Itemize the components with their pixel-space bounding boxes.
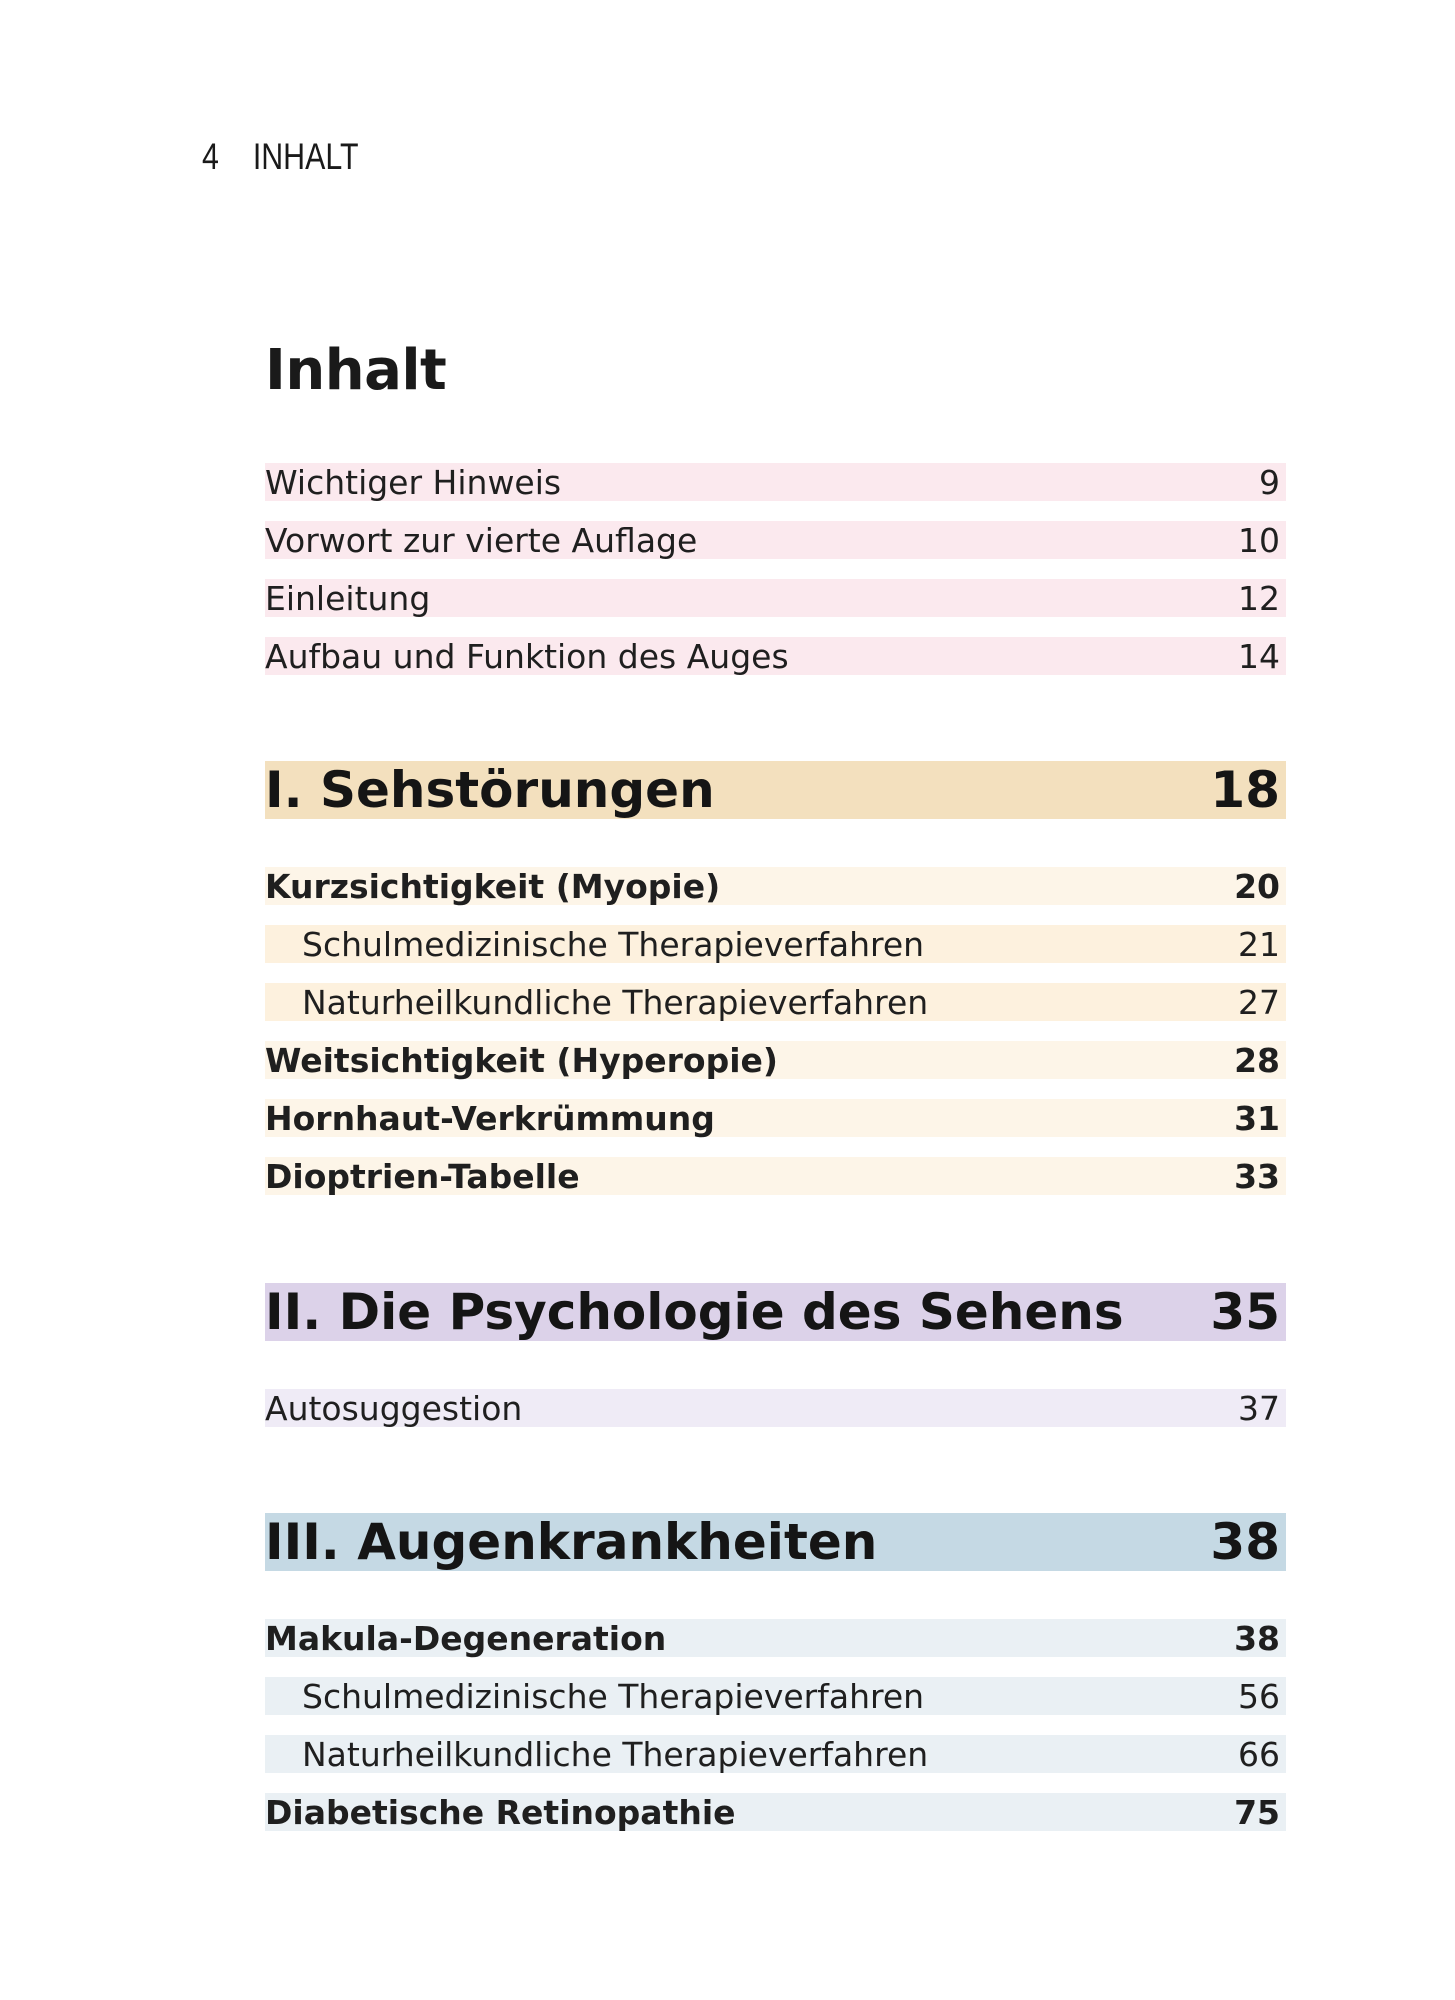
toc-entry-page: 38 <box>1234 1618 1280 1658</box>
section-title: I. Sehstörungen <box>265 761 715 819</box>
toc-entry-label: Aufbau und Funktion des Auges <box>265 636 789 676</box>
toc-entry-page: 9 <box>1259 462 1280 502</box>
section-title: II. Die Psychologie des Sehens <box>265 1283 1124 1341</box>
section-page: 38 <box>1210 1513 1280 1571</box>
section-heading-psychologie[interactable]: II. Die Psychologie des Sehens 35 <box>265 1283 1286 1341</box>
running-head-title: INHALT <box>252 136 359 177</box>
toc-entry-autosuggestion[interactable]: Autosuggestion 37 <box>265 1388 1286 1428</box>
toc-subentry-schulmedizin-2[interactable]: Schulmedizinische Therapieverfahren 56 <box>265 1676 1286 1716</box>
section-title: III. Augenkrankheiten <box>265 1513 878 1571</box>
toc-entry-wichtiger-hinweis[interactable]: Wichtiger Hinweis 9 <box>265 462 1286 502</box>
toc-entry-dioptrien[interactable]: Dioptrien-Tabelle 33 <box>265 1156 1286 1196</box>
toc-entry-label: Dioptrien-Tabelle <box>265 1156 580 1196</box>
toc-entry-label: Schulmedizinische Therapieverfahren <box>302 924 925 964</box>
section-page: 35 <box>1210 1283 1280 1341</box>
page-number: 4 <box>202 136 219 177</box>
toc-entry-label: Hornhaut-Verkrümmung <box>265 1098 715 1138</box>
toc-entry-page: 31 <box>1234 1098 1280 1138</box>
toc-subentry-naturheilkunde[interactable]: Naturheilkundliche Therapieverfahren 27 <box>265 982 1286 1022</box>
section-heading-augenkrankheiten[interactable]: III. Augenkrankheiten 38 <box>265 1513 1286 1571</box>
toc-entry-weitsichtigkeit[interactable]: Weitsichtigkeit (Hyperopie) 28 <box>265 1040 1286 1080</box>
toc-entry-page: 75 <box>1234 1792 1280 1832</box>
toc-entry-label: Naturheilkundliche Therapieverfahren <box>302 1734 929 1774</box>
toc-entry-diabetische-retinopathie[interactable]: Diabetische Retinopathie 75 <box>265 1792 1286 1832</box>
toc-entry-label: Diabetische Retinopathie <box>265 1792 736 1832</box>
section-heading-sehstoerungen[interactable]: I. Sehstörungen 18 <box>265 761 1286 819</box>
toc-entry-page: 56 <box>1238 1676 1280 1716</box>
toc-entry-hornhaut[interactable]: Hornhaut-Verkrümmung 31 <box>265 1098 1286 1138</box>
toc-entry-page: 14 <box>1238 636 1280 676</box>
toc-entry-label: Autosuggestion <box>265 1388 523 1428</box>
toc-entry-page: 28 <box>1234 1040 1280 1080</box>
toc-entry-page: 10 <box>1238 520 1280 560</box>
toc-entry-label: Wichtiger Hinweis <box>265 462 562 502</box>
toc-entry-label: Naturheilkundliche Therapieverfahren <box>302 982 929 1022</box>
toc-entry-page: 20 <box>1234 866 1280 906</box>
section-page: 18 <box>1210 761 1280 819</box>
toc-entry-makula[interactable]: Makula-Degeneration 38 <box>265 1618 1286 1658</box>
toc-entry-page: 33 <box>1234 1156 1280 1196</box>
toc-entry-page: 37 <box>1238 1388 1280 1428</box>
toc-entry-label: Makula-Degeneration <box>265 1618 667 1658</box>
toc-entry-kurzsichtigkeit[interactable]: Kurzsichtigkeit (Myopie) 20 <box>265 866 1286 906</box>
toc-subentry-schulmedizin[interactable]: Schulmedizinische Therapieverfahren 21 <box>265 924 1286 964</box>
toc-entry-label: Schulmedizinische Therapieverfahren <box>302 1676 925 1716</box>
toc-entry-aufbau[interactable]: Aufbau und Funktion des Auges 14 <box>265 636 1286 676</box>
toc-entry-label: Weitsichtigkeit (Hyperopie) <box>265 1040 778 1080</box>
toc-entry-vorwort[interactable]: Vorwort zur vierte Auflage 10 <box>265 520 1286 560</box>
toc-subentry-naturheilkunde-2[interactable]: Naturheilkundliche Therapieverfahren 66 <box>265 1734 1286 1774</box>
page-title: Inhalt <box>265 338 447 403</box>
toc-entry-label: Kurzsichtigkeit (Myopie) <box>265 866 721 906</box>
toc-entry-page: 12 <box>1238 578 1280 618</box>
running-head: 4 INHALT <box>202 136 358 178</box>
toc-entry-page: 21 <box>1238 924 1280 964</box>
toc-entry-label: Vorwort zur vierte Auflage <box>265 520 698 560</box>
toc-entry-label: Einleitung <box>265 578 431 618</box>
toc-entry-page: 27 <box>1238 982 1280 1022</box>
toc-entry-page: 66 <box>1238 1734 1280 1774</box>
toc-entry-einleitung[interactable]: Einleitung 12 <box>265 578 1286 618</box>
